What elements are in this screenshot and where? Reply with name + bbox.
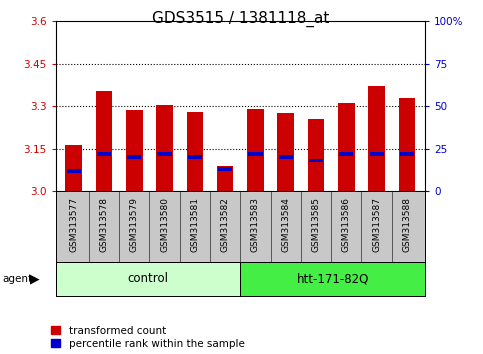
Bar [127, 155, 142, 159]
Bar [308, 119, 325, 191]
Bar [65, 145, 82, 191]
Text: GSM313577: GSM313577 [69, 197, 78, 252]
Text: GSM313586: GSM313586 [342, 197, 351, 252]
Bar [279, 155, 293, 159]
Text: GSM313578: GSM313578 [99, 197, 109, 252]
Text: ▶: ▶ [30, 272, 40, 285]
Text: GSM313588: GSM313588 [402, 197, 412, 252]
Text: GSM313584: GSM313584 [281, 197, 290, 252]
Bar [398, 98, 415, 191]
Bar [188, 155, 202, 159]
FancyBboxPatch shape [56, 262, 241, 296]
Legend: transformed count, percentile rank within the sample: transformed count, percentile rank withi… [51, 326, 245, 349]
Bar [339, 152, 354, 156]
Text: GSM313585: GSM313585 [312, 197, 321, 252]
Bar [368, 86, 385, 191]
Bar [400, 152, 414, 156]
Bar [218, 167, 232, 171]
Bar [126, 110, 142, 191]
Text: GSM313581: GSM313581 [190, 197, 199, 252]
Bar [157, 152, 171, 156]
Bar [248, 152, 263, 156]
Text: control: control [128, 272, 169, 285]
Bar [369, 152, 384, 156]
Text: GSM313587: GSM313587 [372, 197, 381, 252]
Text: GDS3515 / 1381118_at: GDS3515 / 1381118_at [152, 11, 329, 27]
Text: htt-171-82Q: htt-171-82Q [297, 272, 369, 285]
Bar [247, 109, 264, 191]
FancyBboxPatch shape [241, 262, 425, 296]
Bar [156, 105, 173, 191]
Text: agent: agent [2, 274, 32, 284]
Bar [97, 152, 111, 156]
Text: GSM313582: GSM313582 [221, 197, 229, 252]
Bar [67, 169, 81, 173]
Bar [186, 112, 203, 191]
Text: GSM313583: GSM313583 [251, 197, 260, 252]
Bar [96, 91, 113, 191]
Bar [217, 166, 233, 191]
Bar [338, 103, 355, 191]
Text: GSM313580: GSM313580 [160, 197, 169, 252]
Bar [277, 113, 294, 191]
Bar [309, 159, 323, 162]
Text: GSM313579: GSM313579 [130, 197, 139, 252]
